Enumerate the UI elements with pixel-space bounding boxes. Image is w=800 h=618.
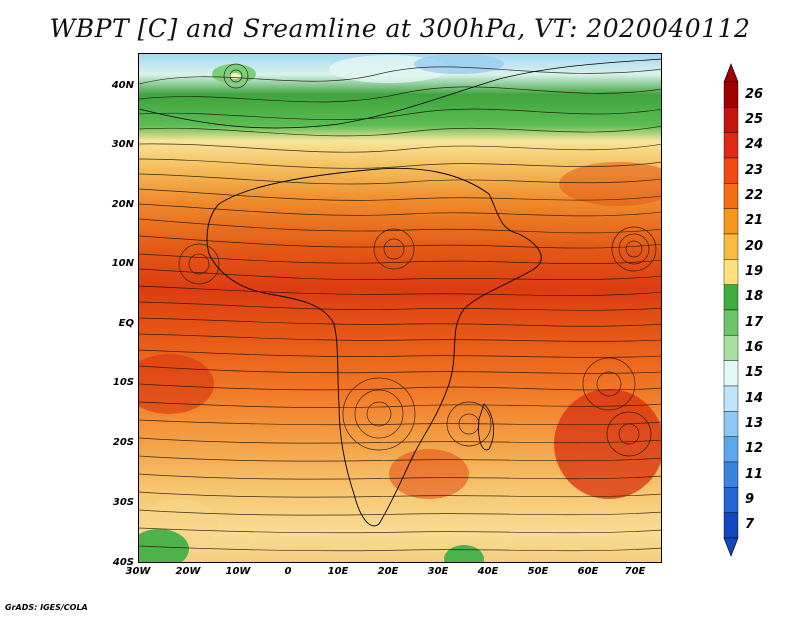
colorbar-segment <box>723 284 739 311</box>
lon-tick-0: 0 <box>284 566 292 577</box>
colorbar-segment <box>723 183 739 209</box>
lon-tick-10e: 10E <box>327 566 349 577</box>
colorbar-label: 16 <box>745 340 764 355</box>
lon-tick-10w: 10W <box>225 566 251 577</box>
colorbar-segment <box>723 461 739 488</box>
colorbar-label: 17 <box>745 314 764 330</box>
lon-tick-30e: 30E <box>427 566 449 577</box>
map-title: WBPT [C] and Sreamline at 300hPa, VT: 20… <box>49 14 751 43</box>
colorbar-segment <box>723 208 739 235</box>
colorbar-segment <box>723 81 739 108</box>
colorbar-segment <box>723 259 739 285</box>
colorbar-label: 9 <box>745 492 755 507</box>
lat-tick-20n: 20N <box>111 199 134 210</box>
colorbar-segment <box>723 436 739 463</box>
colorbar-label: 14 <box>745 390 764 406</box>
colorbar <box>723 63 739 557</box>
wbpt-field <box>139 54 661 562</box>
lon-tick-20e: 20E <box>377 566 399 577</box>
lon-tick-20w: 20W <box>175 566 201 577</box>
colorbar-label: 18 <box>745 289 764 305</box>
lat-tick-40n: 40N <box>111 80 134 91</box>
colorbar-segment <box>723 360 739 387</box>
lat-tick-10s: 10S <box>112 377 134 388</box>
lat-tick-10n: 10N <box>111 258 134 269</box>
colorbar-segment <box>723 385 739 412</box>
colorbar-segment <box>723 411 739 437</box>
lon-tick-40e: 40E <box>477 566 499 577</box>
streamlines <box>139 63 661 552</box>
colorbar-label: 7 <box>745 517 755 533</box>
colorbar-label: 12 <box>745 441 764 457</box>
colorbar-label: 11 <box>745 466 764 482</box>
colorbar-segment <box>723 335 739 361</box>
lat-tick-40s: 40S <box>112 557 134 568</box>
colorbar-segment <box>723 512 739 539</box>
colorbar-label: 21 <box>745 213 764 229</box>
colorbar-segment <box>723 157 739 184</box>
colorbar-label: 19 <box>745 264 764 279</box>
colorbar-bottom-arrow <box>723 537 739 557</box>
colorbar-label: 22 <box>745 188 764 203</box>
colorbar-top-arrow <box>723 63 739 83</box>
lat-tick-30n: 30N <box>111 139 134 150</box>
coastline <box>206 167 542 527</box>
colorbar-label: 13 <box>745 416 764 431</box>
colorbar-label: 20 <box>745 238 764 254</box>
grads-credit: GrADS: IGES/COLA <box>5 603 88 612</box>
colorbar-label: 15 <box>745 365 764 381</box>
colorbar-label: 26 <box>745 86 764 102</box>
colorbar-segment <box>723 233 739 260</box>
lat-tick-20s: 20S <box>112 437 134 448</box>
lon-tick-30w: 30W <box>125 566 151 577</box>
lon-tick-50e: 50E <box>527 566 549 577</box>
colorbar-segment <box>723 309 739 336</box>
map-panel <box>138 53 662 563</box>
lon-tick-60e: 60E <box>577 566 599 577</box>
lat-tick-30s: 30S <box>112 497 134 508</box>
colorbar-label: 25 <box>745 112 764 127</box>
colorbar-segment <box>723 107 739 133</box>
colorbar-label: 24 <box>745 137 764 153</box>
lon-tick-70e: 70E <box>624 566 646 577</box>
colorbar-segment <box>723 487 739 513</box>
colorbar-segment <box>723 132 739 159</box>
lat-tick-eq: EQ <box>118 318 134 329</box>
colorbar-label: 23 <box>745 162 764 178</box>
